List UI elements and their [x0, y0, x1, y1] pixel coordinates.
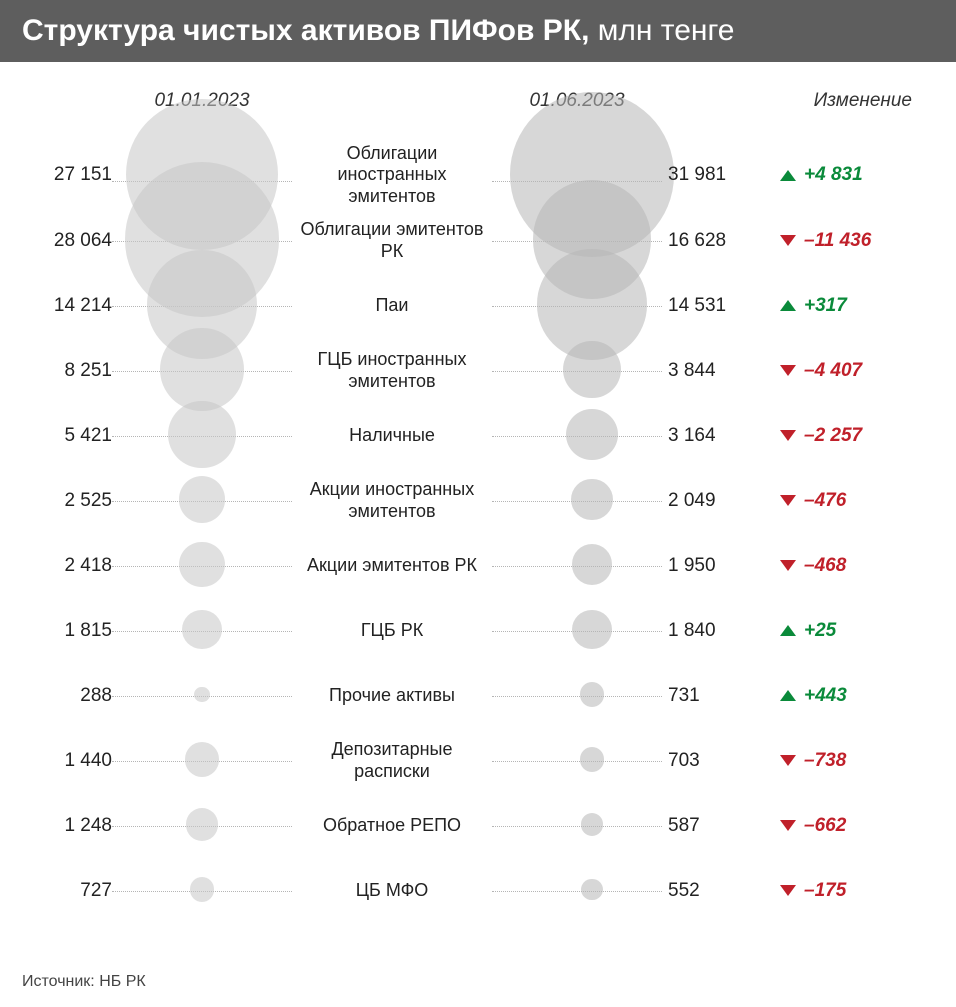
triangle-up-icon: [780, 625, 796, 636]
row-label: Облигации эмитентов РК: [292, 219, 492, 262]
data-row: 8 251 ГЦБ иностранных эмитентов 3 844 –4 40…: [22, 338, 934, 403]
triangle-down-icon: [780, 430, 796, 441]
change-value: –4 407: [804, 360, 862, 382]
change-value: +443: [804, 685, 847, 707]
value-date1: 8 251: [22, 360, 112, 382]
row-label: Акции иностранных эмитентов: [292, 479, 492, 522]
value-date1: 1 248: [22, 815, 112, 837]
change-value: –738: [804, 750, 846, 772]
triangle-up-icon: [780, 170, 796, 181]
data-row: 27 151 Облигации иностранных эмитентов 31 …: [22, 130, 934, 208]
value-date1: 2 525: [22, 490, 112, 512]
row-label: Наличные: [292, 425, 492, 447]
triangle-up-icon: [780, 300, 796, 311]
value-date1: 1 815: [22, 620, 112, 642]
value-date2: 3 164: [662, 425, 762, 447]
chart-area: 27 151 Облигации иностранных эмитентов 31 …: [0, 130, 956, 930]
change-cell: +4 831: [762, 164, 912, 186]
change-value: –662: [804, 815, 846, 837]
triangle-up-icon: [780, 690, 796, 701]
triangle-down-icon: [780, 495, 796, 506]
value-date1: 2 418: [22, 555, 112, 577]
change-value: –468: [804, 555, 846, 577]
triangle-down-icon: [780, 365, 796, 376]
title-main: Структура чистых активов ПИФов РК,: [22, 14, 589, 47]
change-cell: +443: [762, 685, 912, 707]
value-date1: 5 421: [22, 425, 112, 447]
value-date2: 2 049: [662, 490, 762, 512]
value-date2: 552: [662, 880, 762, 902]
triangle-down-icon: [780, 885, 796, 896]
change-cell: –4 407: [762, 360, 912, 382]
triangle-down-icon: [780, 755, 796, 766]
data-row: 727 ЦБ МФО 552 –175: [22, 858, 934, 923]
row-label: ЦБ МФО: [292, 880, 492, 902]
change-cell: –175: [762, 880, 912, 902]
title-unit: млн тенге: [589, 14, 734, 47]
data-row: 14 214 Паи 14 531 +317: [22, 273, 934, 338]
change-cell: –2 257: [762, 425, 912, 447]
value-date2: 16 628: [662, 230, 762, 252]
source-text: Источник: НБ РК: [22, 973, 146, 991]
change-cell: –738: [762, 750, 912, 772]
change-value: –476: [804, 490, 846, 512]
value-date2: 14 531: [662, 295, 762, 317]
change-value: +317: [804, 295, 847, 317]
value-date2: 31 981: [662, 164, 762, 186]
change-cell: –476: [762, 490, 912, 512]
change-cell: –11 436: [762, 230, 912, 252]
value-date2: 3 844: [662, 360, 762, 382]
row-label: Обратное РЕПО: [292, 815, 492, 837]
value-date1: 14 214: [22, 295, 112, 317]
value-date1: 27 151: [22, 164, 112, 186]
change-value: –2 257: [804, 425, 862, 447]
row-label: ГЦБ иностранных эмитентов: [292, 349, 492, 392]
row-label: Облигации иностранных эмитентов: [292, 143, 492, 208]
value-date1: 1 440: [22, 750, 112, 772]
data-row: 288 Прочие активы 731 +443: [22, 663, 934, 728]
data-row: 5 421 Наличные 3 164 –2 257: [22, 403, 934, 468]
triangle-down-icon: [780, 560, 796, 571]
data-row: 1 815 ГЦБ РК 1 840 +25: [22, 598, 934, 663]
data-row: 2 418 Акции эмитентов РК 1 950 –468: [22, 533, 934, 598]
value-date2: 731: [662, 685, 762, 707]
triangle-down-icon: [780, 235, 796, 246]
data-row: 2 525 Акции иностранных эмитентов 2 049 –47…: [22, 468, 934, 533]
row-label: Паи: [292, 295, 492, 317]
header-change: Изменение: [762, 90, 912, 112]
value-date2: 587: [662, 815, 762, 837]
change-value: +25: [804, 620, 836, 642]
value-date2: 1 840: [662, 620, 762, 642]
data-row: 28 064 Облигации эмитентов РК 16 628 –11 43…: [22, 208, 934, 273]
value-date1: 727: [22, 880, 112, 902]
change-value: –11 436: [804, 230, 871, 252]
change-cell: –662: [762, 815, 912, 837]
change-cell: +317: [762, 295, 912, 317]
data-rows: 27 151 Облигации иностранных эмитентов 31 …: [22, 130, 934, 923]
column-headers: 01.01.2023 01.06.2023 Изменение: [0, 90, 956, 112]
value-date1: 28 064: [22, 230, 112, 252]
value-date2: 703: [662, 750, 762, 772]
value-date2: 1 950: [662, 555, 762, 577]
data-row: 1 440 Депозитарные расписки 703 –738: [22, 728, 934, 793]
row-label: Акции эмитентов РК: [292, 555, 492, 577]
data-row: 1 248 Обратное РЕПО 587 –662: [22, 793, 934, 858]
value-date1: 288: [22, 685, 112, 707]
row-label: Депозитарные расписки: [292, 739, 492, 782]
change-cell: +25: [762, 620, 912, 642]
change-cell: –468: [762, 555, 912, 577]
change-value: –175: [804, 880, 846, 902]
row-label: ГЦБ РК: [292, 620, 492, 642]
change-value: +4 831: [804, 164, 863, 186]
triangle-down-icon: [780, 820, 796, 831]
row-label: Прочие активы: [292, 685, 492, 707]
title-bar: Структура чистых активов ПИФов РК, млн т…: [0, 0, 956, 62]
